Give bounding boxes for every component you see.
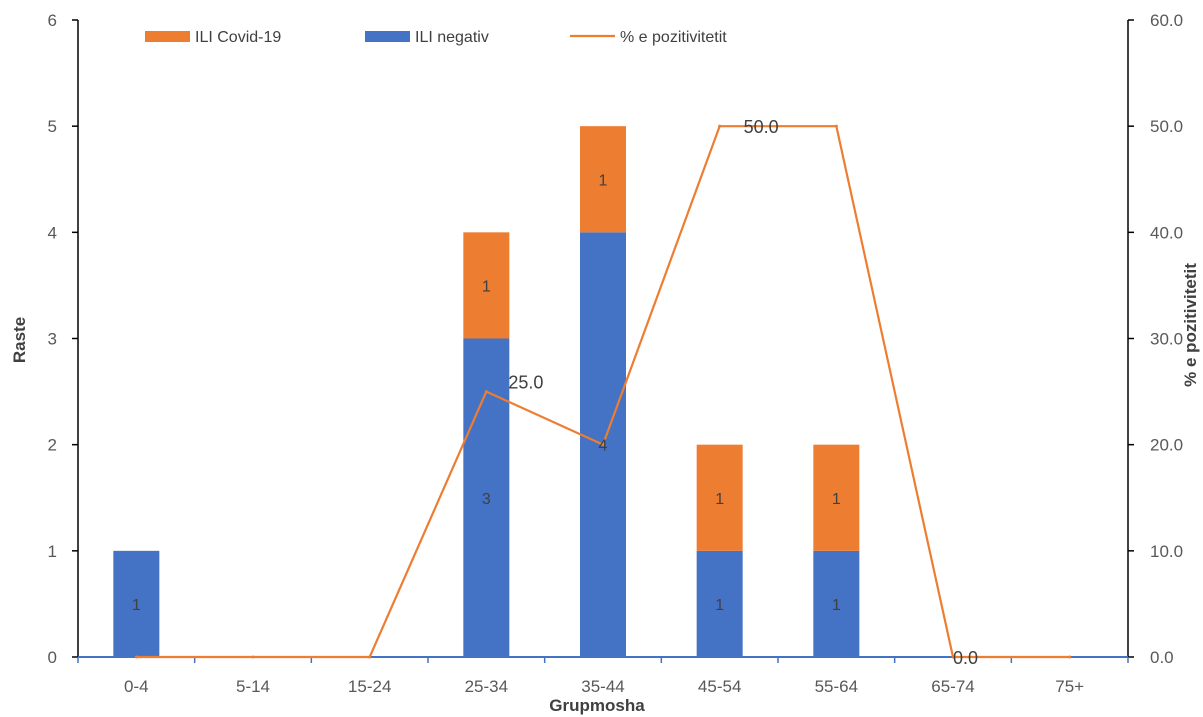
y2-tick-label: 40.0: [1150, 223, 1183, 242]
bar-data-label: 1: [832, 491, 841, 508]
positivity-point: [368, 655, 372, 659]
y2-tick-label: 60.0: [1150, 11, 1183, 30]
legend: ILI Covid-19 ILI negativ % e pozitivitetit: [145, 29, 727, 46]
bar-ili-negativ: [813, 550, 860, 657]
positivity-point: [834, 124, 838, 128]
bar-data-label: 1: [482, 278, 491, 295]
y2-tick-label: 30.0: [1150, 330, 1183, 349]
line-data-label: 0.0: [953, 648, 978, 668]
bar-data-label: 4: [599, 438, 608, 455]
y2-tick-label: 0.0: [1150, 648, 1174, 667]
x-tick-label: 0-4: [124, 677, 149, 696]
x-tick-label: 55-64: [815, 677, 858, 696]
legend-swatch: [145, 31, 190, 42]
bar-ili-covid-19: [580, 126, 626, 233]
y-tick-label: 3: [48, 330, 57, 349]
positivity-point: [718, 124, 722, 128]
y-tick-label: 5: [48, 117, 57, 136]
bar-data-label: 1: [715, 491, 724, 508]
positivity-point: [484, 390, 488, 394]
x-tick-label: 65-74: [931, 677, 974, 696]
x-tick-label: 75+: [1055, 677, 1084, 696]
y2-tick-label: 50.0: [1150, 117, 1183, 136]
bar-data-label: 1: [132, 597, 141, 614]
y-tick-label: 2: [48, 436, 57, 455]
legend-label: ILI negativ: [415, 29, 489, 46]
y-tick-label: 6: [48, 11, 57, 30]
x-tick-label: 45-54: [698, 677, 741, 696]
y-tick-label: 1: [48, 542, 57, 561]
y2-tick-label: 10.0: [1150, 542, 1183, 561]
x-tick-label: 35-44: [581, 677, 624, 696]
legend-label: % e pozitivitetit: [620, 29, 727, 46]
bar-data-label: 3: [482, 491, 491, 508]
bar-data-label: 1: [599, 172, 608, 189]
bar-data-label: 1: [832, 597, 841, 614]
y2-tick-label: 20.0: [1150, 436, 1183, 455]
positivity-point: [134, 655, 138, 659]
line-data-label: 50.0: [744, 117, 779, 137]
bar-ili-covid-19: [696, 444, 743, 551]
y2-axis-title: % e pozitivitetit: [1181, 263, 1200, 387]
bar-ili-negativ: [696, 550, 743, 657]
bar-data-label: 1: [715, 597, 724, 614]
x-tick-label: 25-34: [465, 677, 508, 696]
legend-swatch: [365, 31, 410, 42]
legend-label: ILI Covid-19: [195, 29, 281, 46]
positivity-point: [601, 443, 605, 447]
data-labels-group: 1 3 1 4 1 1 1 1 1 25.0 50.0 0.0: [132, 117, 978, 668]
y-tick-label: 4: [48, 223, 57, 242]
line-group: [134, 124, 1072, 659]
positivity-point: [251, 655, 255, 659]
line-data-label: 25.0: [508, 373, 543, 393]
x-tick-label: 15-24: [348, 677, 391, 696]
bar-ili-covid-19: [813, 444, 860, 551]
x-axis-title: Grupmosha: [549, 696, 645, 715]
bar-ili-covid-19: [463, 232, 510, 339]
x-tick-label: 5-14: [236, 677, 270, 696]
y-tick-label: 0: [48, 648, 57, 667]
positivity-point: [951, 655, 955, 659]
bar-ili-negativ: [113, 550, 160, 657]
y-axis-title: Raste: [10, 317, 29, 363]
positivity-point: [1068, 655, 1072, 659]
